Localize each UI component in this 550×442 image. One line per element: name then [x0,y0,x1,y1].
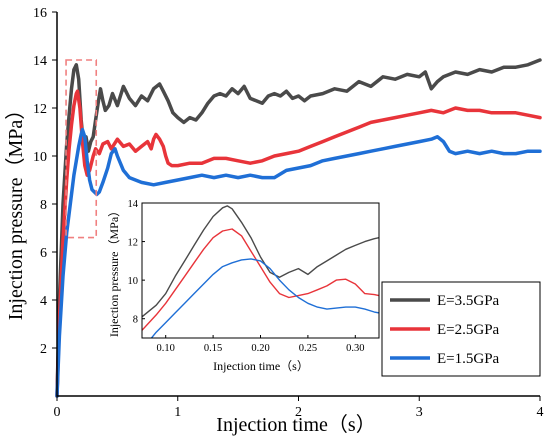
main-y-tick-label: 6 [40,246,47,261]
main-y-tick-label: 10 [33,150,47,165]
inset-series-line-1 [142,205,379,318]
main-series-line-3 [55,127,542,398]
legend-label-2: E=2.5GPa [437,322,500,338]
main-x-tick-label: 3 [416,405,423,420]
main-x-axis-title: Injection time（s） [216,413,375,436]
inset-x-axis-title: Injection time（s） [213,359,309,373]
inset-x-tick-label: 0.25 [299,343,317,354]
main-y-tick-label: 8 [40,198,47,213]
inset-x-tick-label: 0.30 [346,343,364,354]
highlight-region-box [65,59,98,239]
main-x-tick-label: 4 [537,405,544,420]
main-series-lines [55,58,542,398]
inset-y-tick-label: 12 [128,238,139,249]
inset-x-tick-label: 0.10 [157,343,175,354]
main-y-tick-label: 4 [40,294,47,309]
inset-x-tick-label: 0.15 [204,343,222,354]
legend-frame [381,281,541,377]
main-x-tick-label: 0 [54,405,61,420]
main-x-tick-label: 1 [174,405,181,420]
main-y-tick-label: 12 [33,102,47,117]
inset-y-tick-label: 10 [128,276,139,287]
inset-plot-background [142,203,379,338]
main-series-line-2 [55,89,542,398]
inset-y-axis-title: Injection pressure（MPa） [107,205,121,337]
inset-y-tick-label: 8 [133,315,138,326]
main-y-tick-label: 14 [33,54,47,69]
legend-label-1: E=3.5GPa [437,293,500,309]
inset-series-line-3 [150,258,379,338]
main-series-line-1 [55,58,542,398]
main-y-axis-title: Injection pressure（MPa） [4,100,27,321]
legend: E=3.5GPa E=2.5GPa E=1.5GPa [381,281,541,377]
inset-y-tick-label: 14 [128,199,139,210]
legend-label-3: E=1.5GPa [437,351,500,367]
inset-series-line-2 [142,228,379,331]
inset-series-lines [142,205,379,338]
inset-axes: 0.10 0.15 0.20 0.25 0.30 8 10 12 14 [128,199,380,354]
main-y-tick-label: 16 [33,6,47,21]
main-y-tick-label: 2 [40,342,47,357]
main-x-tick-label: 2 [295,405,302,420]
inset-x-tick-label: 0.20 [251,343,269,354]
